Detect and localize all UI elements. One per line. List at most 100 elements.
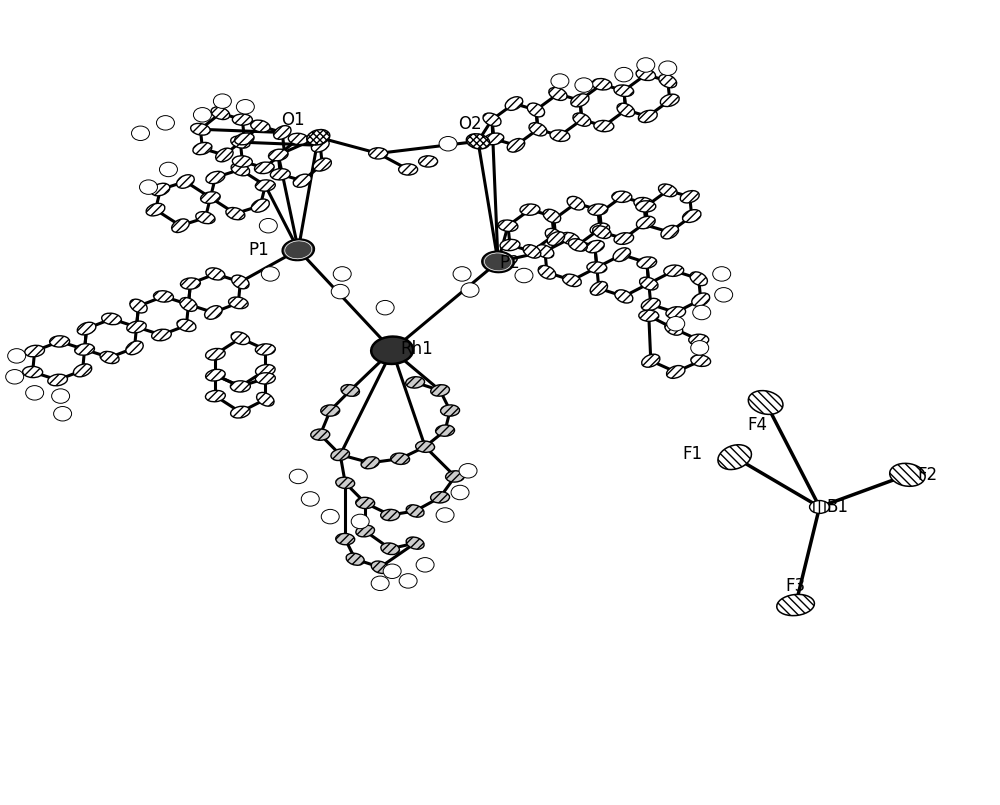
Ellipse shape <box>391 453 410 464</box>
Ellipse shape <box>156 116 174 130</box>
Ellipse shape <box>588 204 608 215</box>
Ellipse shape <box>311 138 329 152</box>
Ellipse shape <box>232 156 252 167</box>
Ellipse shape <box>661 225 679 239</box>
Ellipse shape <box>666 307 686 318</box>
Ellipse shape <box>159 163 177 176</box>
Ellipse shape <box>446 471 465 482</box>
Ellipse shape <box>590 282 608 295</box>
Ellipse shape <box>336 477 355 489</box>
Ellipse shape <box>689 334 709 345</box>
Ellipse shape <box>505 97 523 110</box>
Ellipse shape <box>682 209 701 222</box>
Ellipse shape <box>690 272 707 286</box>
Ellipse shape <box>196 212 215 224</box>
Ellipse shape <box>356 526 375 537</box>
Ellipse shape <box>307 130 330 145</box>
Ellipse shape <box>459 464 477 478</box>
Ellipse shape <box>256 365 275 376</box>
Ellipse shape <box>461 283 479 297</box>
Ellipse shape <box>130 299 147 313</box>
Ellipse shape <box>231 136 250 148</box>
Ellipse shape <box>617 103 635 117</box>
Ellipse shape <box>274 126 291 139</box>
Ellipse shape <box>416 558 434 572</box>
Ellipse shape <box>26 386 44 400</box>
Text: O2: O2 <box>458 114 482 133</box>
Ellipse shape <box>547 232 565 246</box>
Ellipse shape <box>594 121 614 132</box>
Ellipse shape <box>551 74 569 89</box>
Ellipse shape <box>636 68 656 81</box>
Ellipse shape <box>665 322 683 335</box>
Ellipse shape <box>216 148 233 162</box>
Ellipse shape <box>255 373 275 384</box>
Ellipse shape <box>371 561 389 573</box>
Ellipse shape <box>231 332 250 345</box>
Ellipse shape <box>146 204 165 216</box>
Ellipse shape <box>482 251 514 272</box>
Ellipse shape <box>251 120 270 132</box>
Ellipse shape <box>575 78 593 93</box>
Ellipse shape <box>659 74 677 88</box>
Ellipse shape <box>890 464 925 486</box>
Ellipse shape <box>230 381 250 392</box>
Ellipse shape <box>543 209 561 223</box>
Ellipse shape <box>229 297 248 308</box>
Ellipse shape <box>232 275 249 289</box>
Text: P1: P1 <box>248 241 269 259</box>
Ellipse shape <box>637 257 657 268</box>
Ellipse shape <box>538 266 556 279</box>
Ellipse shape <box>436 425 455 436</box>
Ellipse shape <box>612 191 632 202</box>
Ellipse shape <box>549 88 567 101</box>
Ellipse shape <box>439 137 457 151</box>
Ellipse shape <box>213 94 231 109</box>
Ellipse shape <box>810 501 830 514</box>
Text: F2: F2 <box>917 466 937 484</box>
Ellipse shape <box>311 429 330 440</box>
Ellipse shape <box>640 277 658 290</box>
Ellipse shape <box>416 441 435 452</box>
Ellipse shape <box>282 239 314 260</box>
Ellipse shape <box>151 184 170 196</box>
Ellipse shape <box>500 239 520 250</box>
Ellipse shape <box>206 349 225 360</box>
Ellipse shape <box>54 407 72 421</box>
Ellipse shape <box>152 329 171 341</box>
Ellipse shape <box>269 149 288 161</box>
Ellipse shape <box>431 385 449 396</box>
Ellipse shape <box>568 239 587 251</box>
Ellipse shape <box>636 200 656 212</box>
Ellipse shape <box>371 336 413 364</box>
Ellipse shape <box>206 268 225 280</box>
Ellipse shape <box>613 248 631 262</box>
Ellipse shape <box>587 262 607 273</box>
Ellipse shape <box>180 278 200 289</box>
Text: F3: F3 <box>786 576 806 595</box>
Ellipse shape <box>615 68 633 82</box>
Ellipse shape <box>507 138 525 152</box>
Ellipse shape <box>236 100 254 114</box>
Ellipse shape <box>592 79 612 90</box>
Ellipse shape <box>261 266 279 281</box>
Ellipse shape <box>254 162 274 174</box>
Ellipse shape <box>692 293 710 306</box>
Ellipse shape <box>255 344 275 355</box>
Ellipse shape <box>177 175 194 188</box>
Text: F1: F1 <box>683 445 703 463</box>
Text: P2: P2 <box>500 254 520 272</box>
Ellipse shape <box>23 366 43 378</box>
Ellipse shape <box>331 284 349 299</box>
Ellipse shape <box>562 275 581 287</box>
Ellipse shape <box>642 354 660 367</box>
Ellipse shape <box>201 192 220 204</box>
Ellipse shape <box>100 352 119 364</box>
Ellipse shape <box>419 156 438 167</box>
Ellipse shape <box>346 553 364 565</box>
Ellipse shape <box>369 148 388 159</box>
Ellipse shape <box>132 126 149 141</box>
Text: B1: B1 <box>827 498 849 516</box>
Ellipse shape <box>748 390 783 415</box>
Ellipse shape <box>383 564 401 579</box>
